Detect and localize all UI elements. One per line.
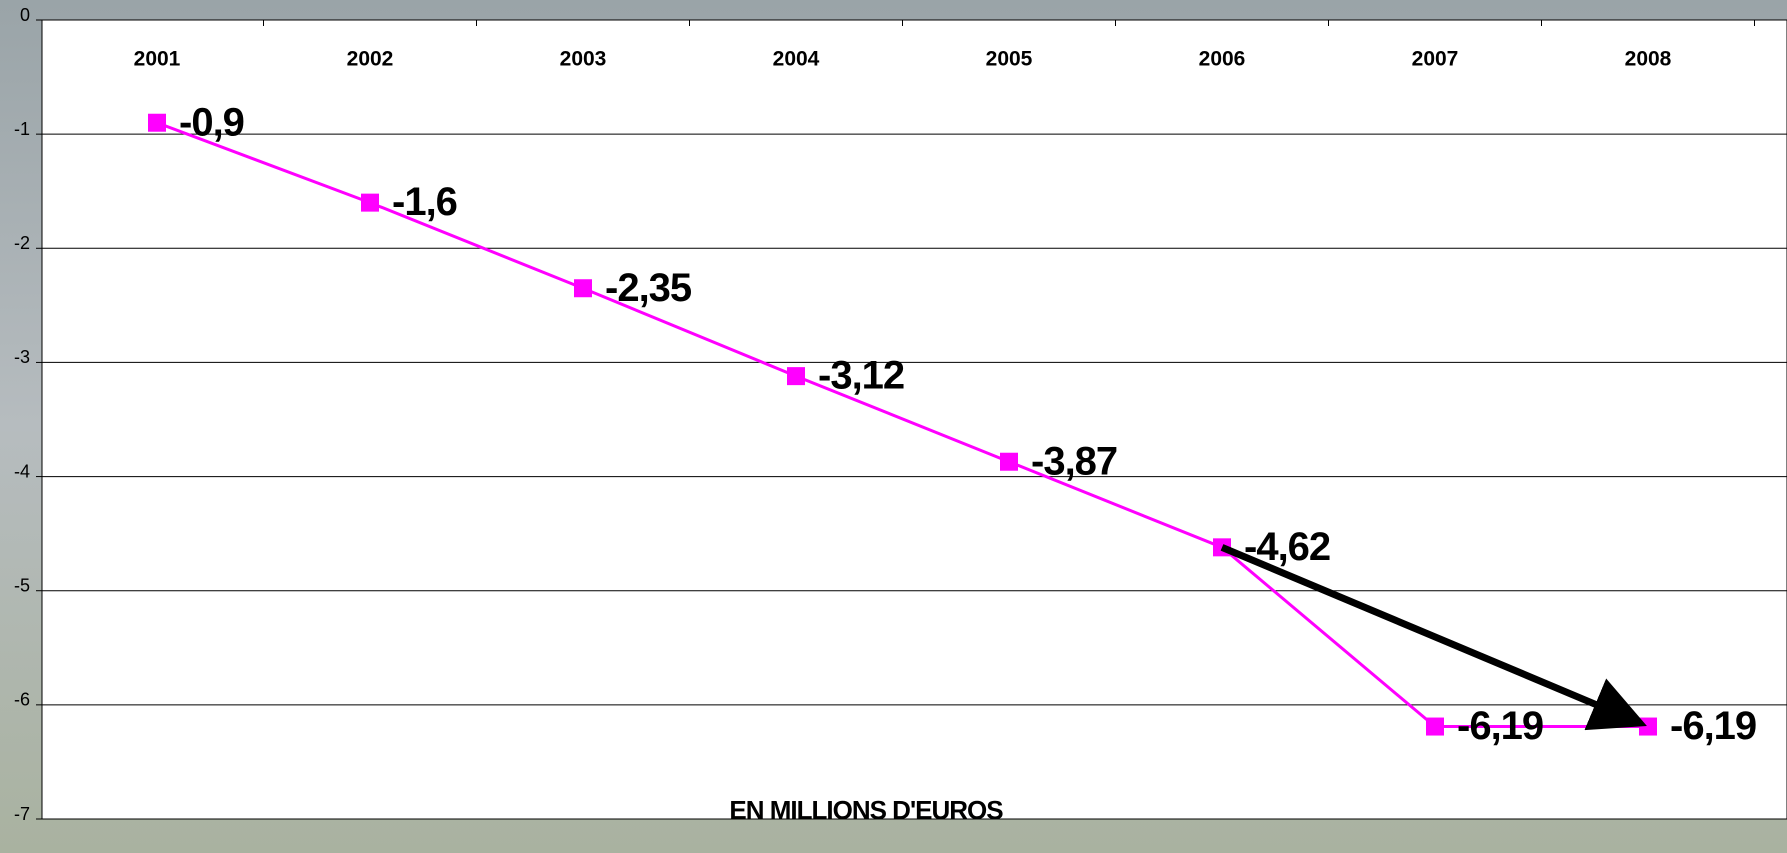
marker	[1426, 718, 1444, 736]
y-tick-label: -2	[14, 233, 30, 253]
x-tick-label: 2004	[773, 48, 820, 71]
marker	[361, 194, 379, 212]
y-tick-label: -1	[14, 119, 30, 139]
data-label: -6,19	[1457, 704, 1543, 748]
annotation: EN MILLIONS D'EUROS	[729, 795, 1003, 825]
marker	[148, 114, 166, 132]
marker	[787, 367, 805, 385]
data-label: -0,9	[179, 100, 244, 144]
data-label: -2,35	[605, 266, 692, 310]
chart: EN MILLIONS D'EUROS 0 -1 -2 -3 -4 -5 -6 -7 2001 2…	[0, 0, 1787, 853]
marker	[1639, 718, 1657, 736]
y-tick-label: -3	[14, 347, 30, 367]
data-label: -4,62	[1244, 525, 1330, 569]
x-tick-label: 2001	[134, 48, 181, 71]
page: {"chart_data": {"type": "line", "categor…	[0, 0, 1787, 853]
plot-area	[42, 20, 1787, 819]
marker	[1000, 453, 1018, 471]
data-label: -6,19	[1670, 704, 1756, 748]
x-tick-label: 2005	[986, 48, 1033, 71]
y-tick-label: 0	[20, 5, 30, 25]
y-tick-label: -6	[14, 690, 30, 710]
x-tick-label: 2002	[347, 48, 394, 71]
data-label: -1,6	[392, 180, 457, 224]
data-label: -3,12	[818, 354, 904, 398]
x-tick-label: 2003	[560, 48, 607, 71]
y-tick-label: -7	[14, 804, 30, 824]
x-tick-label: 2008	[1625, 48, 1672, 71]
y-tick-label: -5	[14, 575, 30, 595]
marker	[574, 279, 592, 297]
x-tick-label: 2007	[1412, 48, 1459, 71]
data-label: -3,87	[1031, 439, 1117, 483]
y-tick-label: -4	[14, 461, 30, 481]
x-tick-label: 2006	[1199, 48, 1246, 71]
